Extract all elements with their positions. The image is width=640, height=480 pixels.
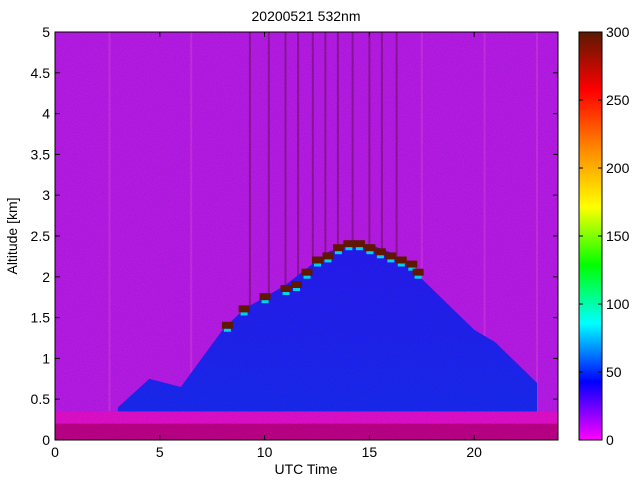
y-tick-label: 3.5 <box>31 146 51 162</box>
y-axis-label: Altitude [km] <box>4 197 20 274</box>
x-axis-label: UTC Time <box>275 461 338 477</box>
y-tick-label: 5 <box>42 24 50 40</box>
colorbar-tick-label: 250 <box>606 92 630 108</box>
x-axis-ticks: 0 5 10 15 20 <box>51 32 482 460</box>
x-tick-label: 5 <box>156 444 164 460</box>
colorbar-tick-label: 200 <box>606 160 630 176</box>
y-tick-label: 2 <box>42 269 50 285</box>
x-tick-label: 15 <box>362 444 378 460</box>
x-tick-label: 10 <box>257 444 273 460</box>
colorbar-tick-label: 300 <box>606 24 630 40</box>
y-tick-label: 0.5 <box>31 391 51 407</box>
x-tick-label: 0 <box>51 444 59 460</box>
plot-area <box>55 32 558 440</box>
y-tick-label: 4 <box>42 106 50 122</box>
noise-overlay <box>55 32 558 440</box>
x-tick-label: 20 <box>466 444 482 460</box>
y-axis-ticks: 0 0.5 1 1.5 2 2.5 3 3.5 4 4.5 5 <box>31 24 558 448</box>
y-tick-label: 0 <box>42 432 50 448</box>
y-tick-label: 1.5 <box>31 310 51 326</box>
colorbar-tick-label: 0 <box>606 432 614 448</box>
colorbar-tick-label: 50 <box>606 364 622 380</box>
colorbar: 0 50 100 150 200 250 300 <box>578 24 630 448</box>
chart-title: 20200521 532nm <box>252 8 361 24</box>
y-tick-label: 2.5 <box>31 228 51 244</box>
colorbar-ticks: 0 50 100 150 200 250 300 <box>579 24 630 448</box>
y-tick-label: 4.5 <box>31 65 51 81</box>
colorbar-fill <box>579 32 602 440</box>
colorbar-tick-label: 150 <box>606 228 630 244</box>
y-tick-label: 3 <box>42 187 50 203</box>
y-tick-label: 1 <box>42 350 50 366</box>
colorbar-tick-label: 100 <box>606 296 630 312</box>
